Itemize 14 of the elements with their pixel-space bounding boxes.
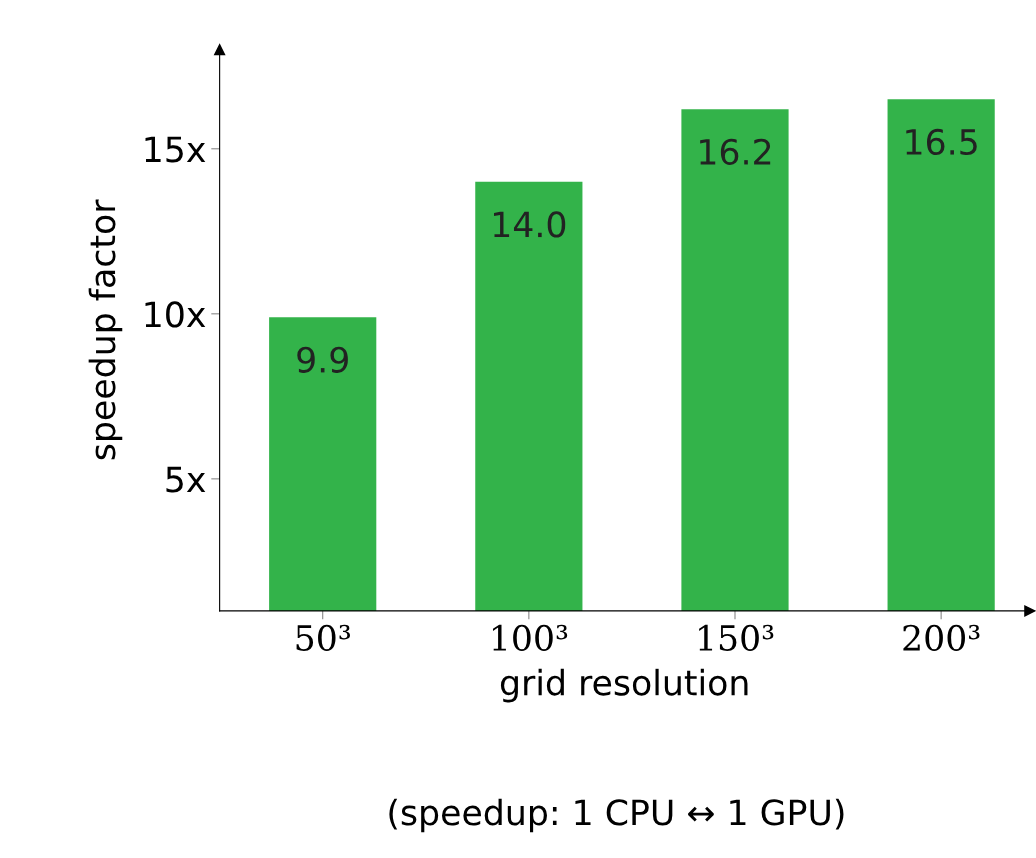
data-label: 9.9 [297,346,348,373]
data-label: 14.0 [494,211,566,238]
data-label: 16.5 [906,128,977,156]
x-tick-label: 200³ [903,624,980,651]
data-label: 16.2 [700,138,771,165]
text: (speedup: 1 CPU ↔ 1 GPU) [389,798,844,833]
x-tick-label: 50³ [296,624,350,651]
x-tick-label: 150³ [699,624,774,651]
y-axis-title: speedup factor [88,199,123,460]
x-axis-title: grid resolution [500,668,748,703]
y-tick-label: 15x [145,136,206,163]
y-tick-label: 5x [166,466,206,493]
y-tick-label: 10x [145,301,206,328]
x-tick-label: 100³ [492,624,568,651]
